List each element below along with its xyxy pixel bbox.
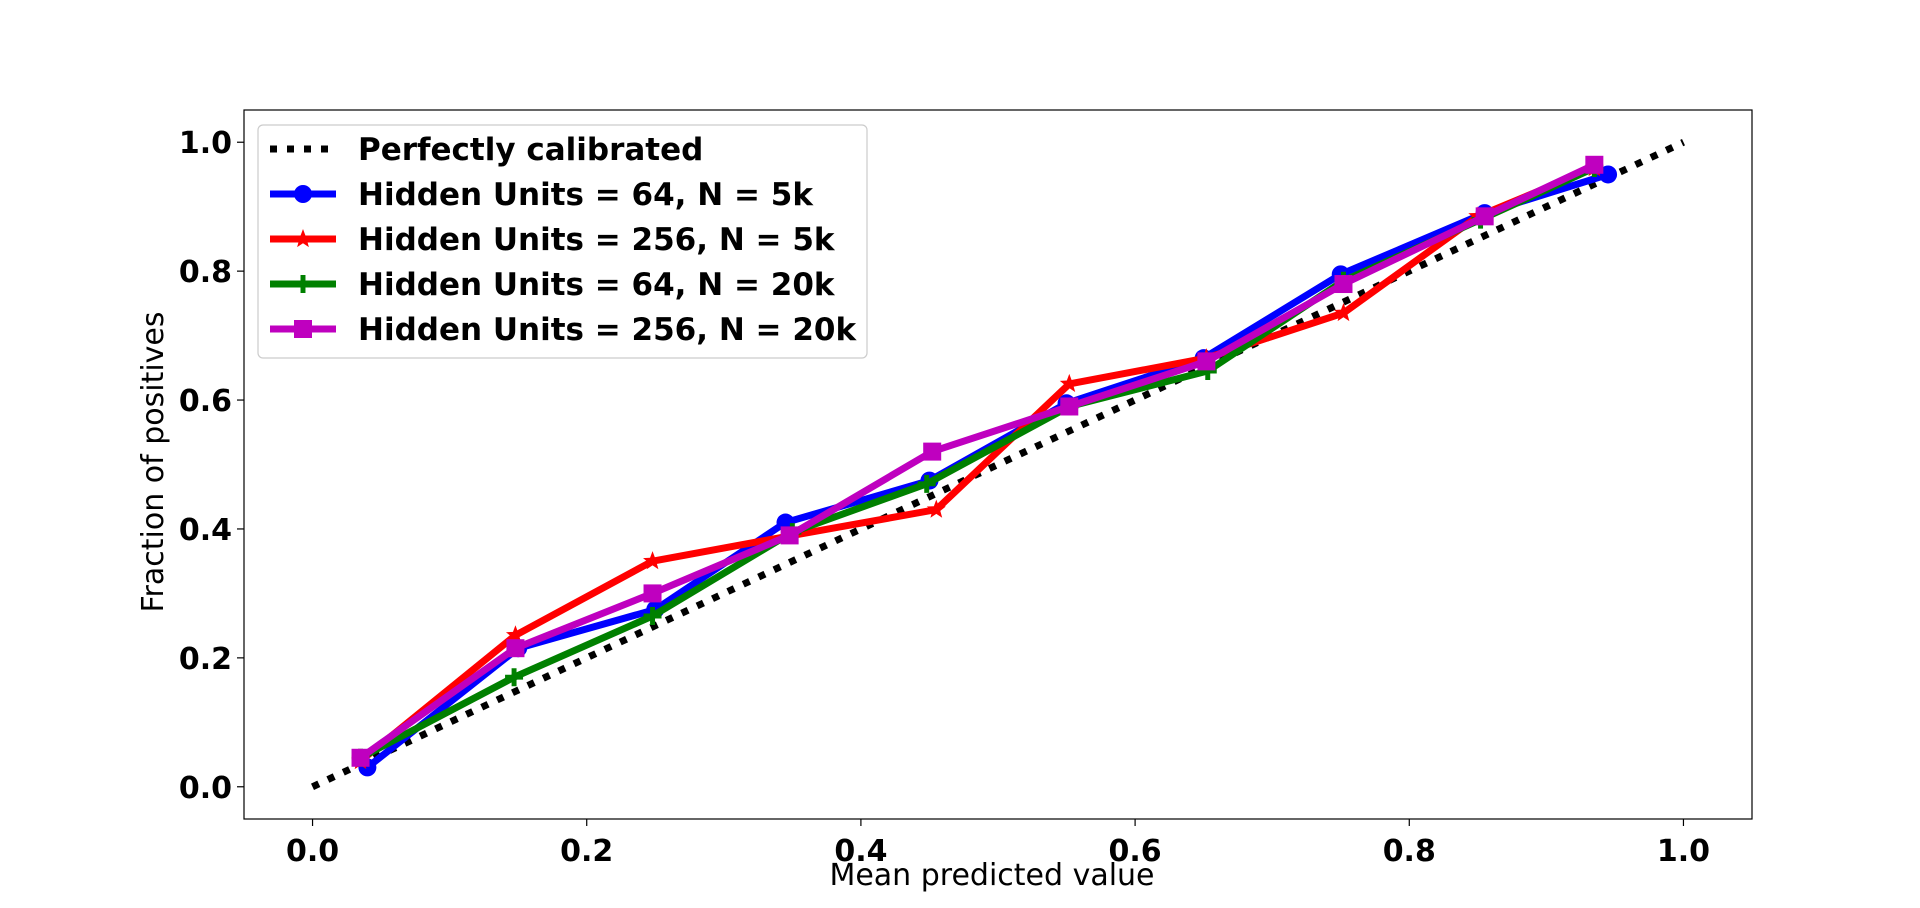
legend-label: Hidden Units = 256, N = 20k	[358, 312, 857, 348]
data-point	[780, 526, 799, 545]
y-tick-label: 0.8	[179, 255, 232, 290]
data-point	[293, 229, 313, 248]
legend-item: Hidden Units = 64, N = 20k	[270, 267, 836, 303]
data-point	[505, 625, 525, 644]
series-layer	[311, 139, 1685, 790]
data-point	[926, 499, 946, 518]
data-point	[917, 474, 936, 493]
data-point	[643, 584, 662, 603]
data-point	[1197, 352, 1216, 371]
data-point	[506, 639, 525, 658]
x-axis-label: Mean predicted value	[829, 858, 1154, 893]
data-point	[1334, 275, 1353, 294]
data-point	[1059, 373, 1079, 393]
series-line	[358, 161, 1596, 761]
legend-item: Hidden Units = 256, N = 5k	[270, 222, 836, 258]
data-point	[643, 606, 662, 625]
series-4	[351, 155, 1604, 767]
x-tick-label: 0.8	[1383, 834, 1436, 869]
legend-label: Hidden Units = 256, N = 5k	[358, 222, 836, 258]
data-point	[505, 668, 524, 687]
data-point	[1198, 362, 1217, 381]
legend-label: Hidden Units = 64, N = 20k	[358, 267, 836, 303]
plot-frame	[243, 109, 1753, 820]
legend-box	[257, 124, 868, 359]
series-line	[358, 164, 1596, 764]
y-tick-label: 0.4	[179, 513, 232, 548]
data-point	[923, 442, 942, 461]
data-point	[294, 320, 312, 338]
y-tick-label: 1.0	[179, 126, 232, 161]
x-tick-label: 0.2	[560, 834, 613, 869]
x-tick-label: 0.0	[286, 834, 339, 869]
data-point	[643, 551, 663, 570]
plot-area	[243, 109, 1753, 820]
data-point	[294, 275, 312, 293]
data-point	[1599, 165, 1618, 184]
data-point	[1060, 397, 1079, 416]
x-tick-label: 0.6	[1109, 834, 1162, 869]
x-tick-label: 0.4	[834, 834, 887, 869]
y-tick-label: 0.2	[179, 642, 232, 677]
legend-item: Perfectly calibrated	[270, 132, 703, 168]
y-tick-label: 0.6	[179, 384, 232, 419]
data-point	[1333, 303, 1353, 322]
series-0	[311, 139, 1685, 790]
legend-item: Hidden Units = 64, N = 5k	[270, 177, 814, 213]
data-point	[1475, 207, 1494, 226]
y-axis-ticks: 0.0 0.2 0.4 0.6 0.8 1.0	[179, 126, 244, 806]
data-point	[1585, 155, 1604, 174]
data-point	[294, 185, 312, 203]
x-tick-label: 1.0	[1657, 834, 1710, 869]
y-tick-label: 0.0	[179, 771, 232, 806]
x-axis-ticks: 0.0 0.2 0.4 0.6 0.8 1.0	[286, 819, 1710, 869]
legend: Perfectly calibrated Hidden Units = 64, N…	[257, 124, 868, 359]
legend-label: Hidden Units = 64, N = 5k	[358, 177, 814, 213]
data-point	[351, 748, 370, 767]
legend-item: Hidden Units = 256, N = 20k	[270, 312, 857, 348]
legend-label: Perfectly calibrated	[358, 132, 703, 168]
y-axis-label: Fraction of positives	[136, 311, 171, 612]
series-line	[311, 139, 1685, 790]
